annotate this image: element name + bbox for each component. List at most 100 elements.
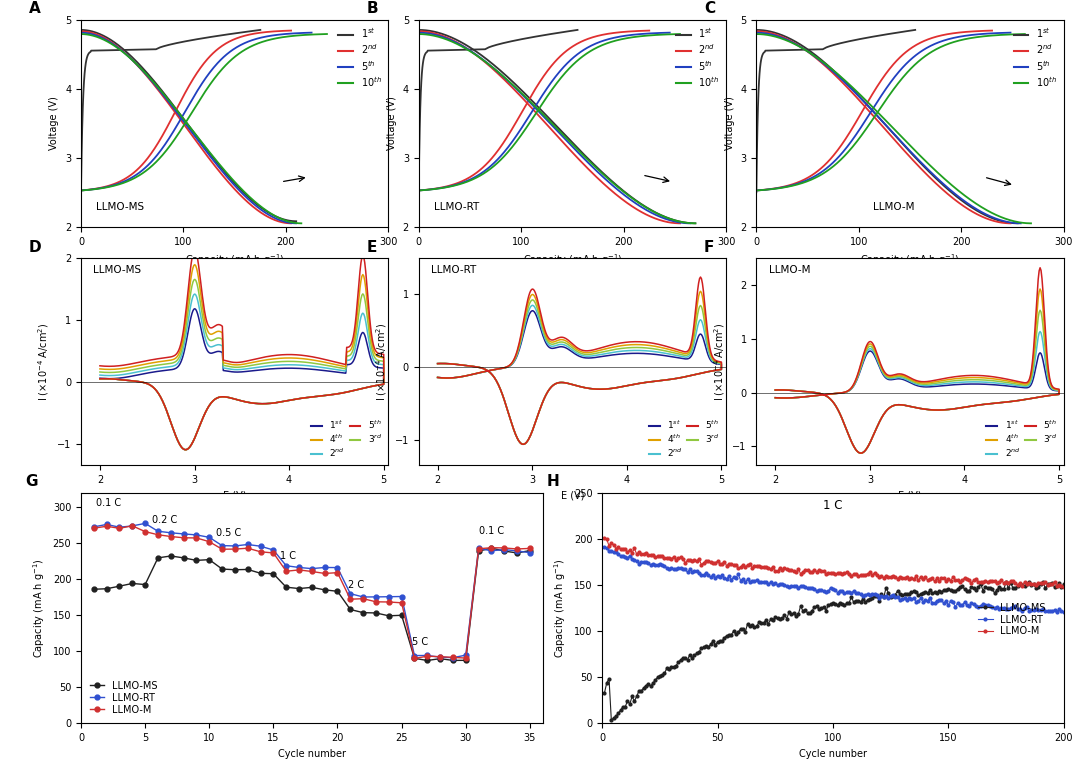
LLMO-M — [306, 567, 319, 576]
LLMO-RT — [151, 526, 164, 536]
LLMO-RT — [524, 548, 537, 558]
Text: D: D — [29, 240, 41, 255]
LLMO-M — [485, 543, 498, 552]
Text: 0.5 C: 0.5 C — [216, 528, 241, 538]
Legend: 1$^{st}$, 2$^{nd}$, 5$^{th}$, 10$^{th}$: 1$^{st}$, 2$^{nd}$, 5$^{th}$, 10$^{th}$ — [1012, 24, 1058, 91]
X-axis label: Cycle number: Cycle number — [799, 748, 867, 759]
LLMO-MS — [1037, 577, 1050, 586]
Legend: 1$^{st}$, 4$^{th}$, 2$^{nd}$, 5$^{th}$, 3$^{rd}$: 1$^{st}$, 4$^{th}$, 2$^{nd}$, 5$^{th}$, … — [309, 418, 383, 461]
Text: 0.1 C: 0.1 C — [96, 497, 122, 508]
LLMO-RT — [395, 592, 408, 601]
LLMO-RT — [485, 546, 498, 555]
Y-axis label: Voltage (V): Voltage (V) — [387, 96, 397, 150]
Y-axis label: Voltage (V): Voltage (V) — [725, 96, 734, 150]
LLMO-MS — [330, 586, 343, 596]
LLMO-M — [598, 533, 611, 543]
LLMO-RT — [113, 522, 126, 532]
LLMO-RT — [421, 651, 434, 660]
LLMO-M — [293, 565, 306, 575]
LLMO-RT — [280, 561, 293, 570]
LLMO-MS — [433, 654, 446, 663]
LLMO-M — [625, 548, 638, 558]
Text: LLMO-M: LLMO-M — [769, 264, 810, 274]
LLMO-MS — [229, 565, 242, 575]
LLMO-MS — [369, 608, 382, 618]
Y-axis label: I (×10$^{-4}$ A/cm$^2$): I (×10$^{-4}$ A/cm$^2$) — [375, 322, 389, 401]
LLMO-RT — [1035, 605, 1048, 615]
LLMO-M — [498, 543, 511, 553]
LLMO-MS — [203, 555, 216, 565]
LLMO-MS — [627, 697, 640, 706]
Legend: LLMO-MS, LLMO-RT, LLMO-M: LLMO-MS, LLMO-RT, LLMO-M — [86, 677, 162, 719]
LLMO-MS — [100, 584, 113, 594]
LLMO-RT — [684, 565, 697, 574]
LLMO-MS — [151, 553, 164, 562]
LLMO-MS — [598, 688, 611, 698]
LLMO-M — [177, 533, 190, 543]
LLMO-RT — [356, 592, 369, 601]
LLMO-RT — [617, 551, 630, 560]
Y-axis label: Capacity (mA h g$^{-1}$): Capacity (mA h g$^{-1}$) — [31, 558, 48, 658]
LLMO-M — [684, 555, 697, 565]
LLMO-MS — [293, 584, 306, 594]
Legend: LLMO-MS, LLMO-RT, LLMO-M: LLMO-MS, LLMO-RT, LLMO-M — [974, 599, 1050, 640]
LLMO-RT — [164, 528, 177, 537]
LLMO-MS — [408, 654, 421, 663]
LLMO-MS — [605, 716, 618, 725]
LLMO-RT — [459, 651, 472, 660]
LLMO-M — [319, 569, 332, 578]
LLMO-M — [369, 597, 382, 607]
LLMO-MS — [113, 582, 126, 591]
LLMO-M — [216, 544, 229, 554]
LLMO-RT — [433, 652, 446, 662]
LLMO-M — [113, 524, 126, 533]
Text: E: E — [366, 240, 377, 255]
LLMO-M — [421, 651, 434, 661]
LLMO-M — [100, 522, 113, 531]
LLMO-MS — [723, 631, 735, 640]
LLMO-RT — [498, 545, 511, 554]
LLMO-M — [151, 530, 164, 540]
LLMO-MS — [177, 553, 190, 562]
LLMO-MS — [306, 583, 319, 592]
X-axis label: E (V): E (V) — [561, 490, 584, 500]
LLMO-M — [190, 533, 203, 543]
Text: 0.2 C: 0.2 C — [151, 515, 177, 525]
LLMO-M — [524, 543, 537, 553]
LLMO-M — [1057, 583, 1070, 592]
LLMO-M — [356, 594, 369, 604]
LLMO-RT — [216, 541, 229, 551]
LLMO-MS — [1057, 579, 1070, 589]
LLMO-RT — [1018, 604, 1031, 613]
LLMO-M — [459, 654, 472, 663]
Y-axis label: I (×10$^{-4}$ A/cm$^2$): I (×10$^{-4}$ A/cm$^2$) — [37, 322, 52, 401]
LLMO-RT — [598, 543, 611, 552]
LLMO-MS — [216, 565, 229, 574]
LLMO-M — [433, 652, 446, 662]
LLMO-MS — [356, 608, 369, 617]
LLMO-RT — [138, 518, 151, 528]
LLMO-MS — [446, 656, 459, 665]
LLMO-M — [720, 561, 733, 571]
LLMO-MS — [485, 543, 498, 553]
Line: LLMO-RT: LLMO-RT — [92, 521, 532, 660]
LLMO-MS — [459, 655, 472, 665]
X-axis label: E (V): E (V) — [899, 490, 922, 500]
LLMO-MS — [421, 656, 434, 665]
LLMO-MS — [254, 569, 267, 578]
LLMO-M — [1018, 577, 1031, 586]
LLMO-RT — [408, 651, 421, 660]
LLMO-RT — [293, 563, 306, 572]
LLMO-MS — [472, 547, 485, 556]
LLMO-MS — [395, 611, 408, 620]
LLMO-M — [446, 653, 459, 662]
LLMO-RT — [203, 533, 216, 542]
Text: 1 C: 1 C — [823, 499, 842, 511]
Line: LLMO-MS: LLMO-MS — [603, 580, 1065, 722]
LLMO-MS — [686, 653, 699, 662]
LLMO-M — [241, 543, 254, 553]
LLMO-M — [472, 544, 485, 554]
LLMO-M — [125, 521, 138, 530]
LLMO-RT — [125, 522, 138, 531]
LLMO-MS — [190, 556, 203, 565]
